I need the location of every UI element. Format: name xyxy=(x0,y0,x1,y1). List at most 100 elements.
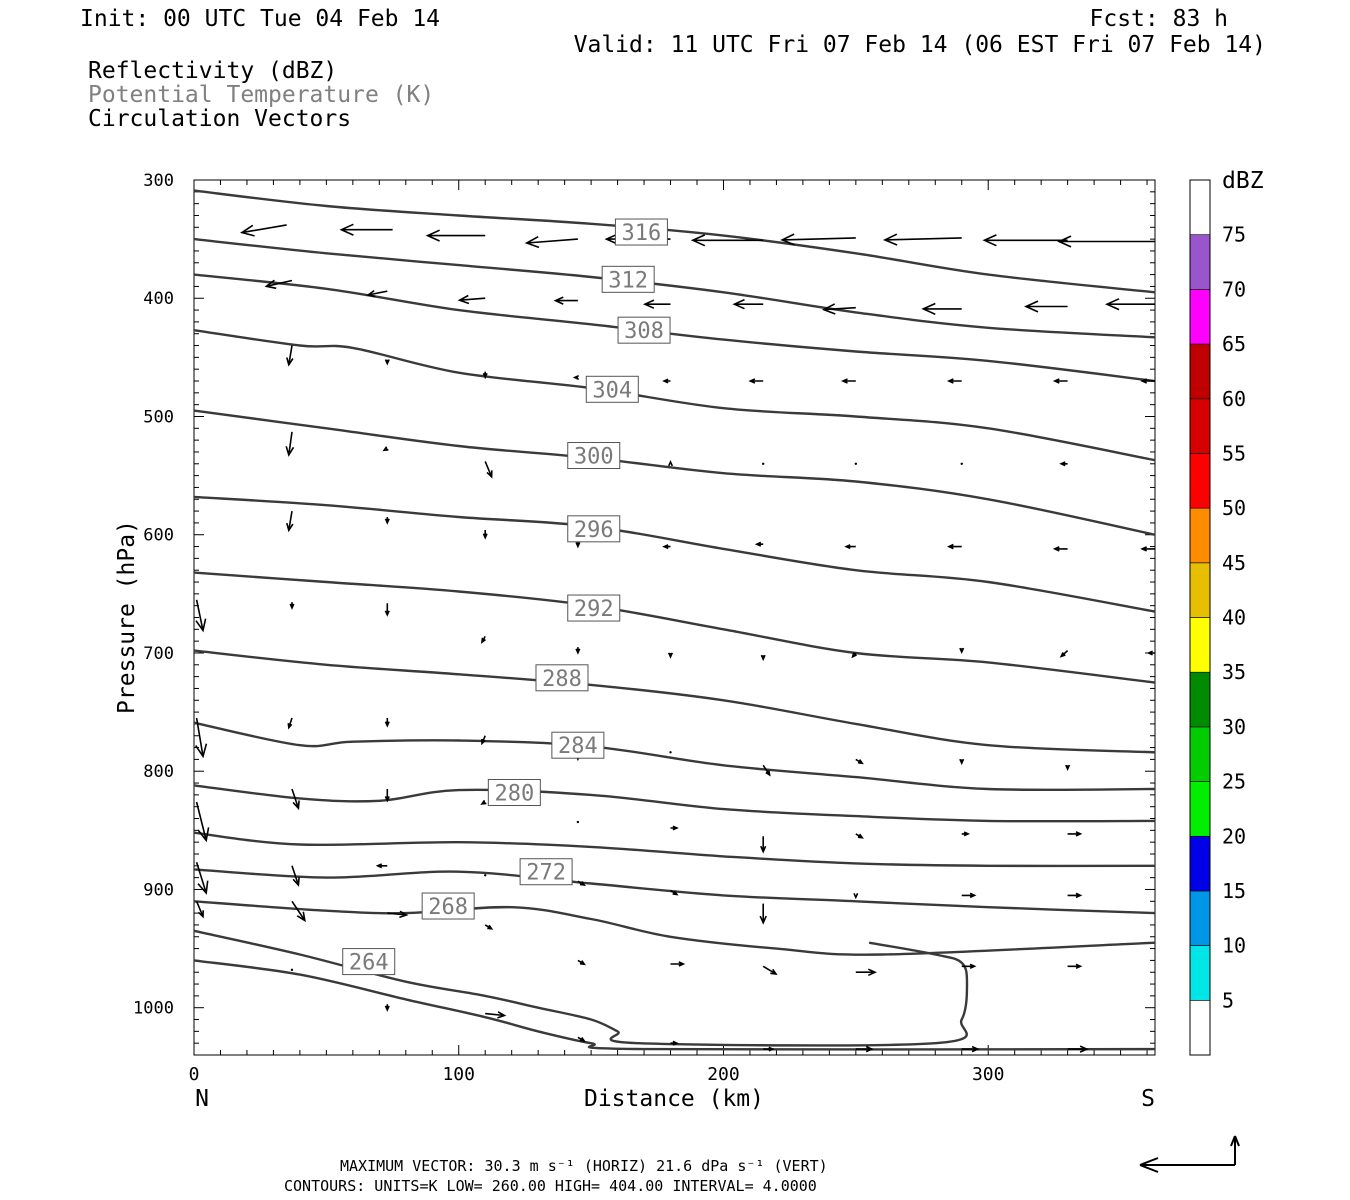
valid-time: Valid: 11 UTC Fri 07 Feb 14 (06 EST Fri … xyxy=(574,32,1266,58)
circulation-vector xyxy=(1052,546,1068,552)
colorbar-frame xyxy=(1189,179,1211,1056)
circulation-vector xyxy=(375,863,388,869)
colorbar-label: 60 xyxy=(1222,387,1246,411)
colorbar-segment xyxy=(1189,671,1211,728)
circulation-vector xyxy=(853,892,859,900)
colorbar-label: 30 xyxy=(1222,715,1246,739)
theta-contour-276 xyxy=(193,831,1156,868)
colorbar-label: 35 xyxy=(1222,660,1246,684)
circulation-vector xyxy=(1052,378,1068,384)
circulation-vector xyxy=(921,302,962,316)
circulation-vector xyxy=(760,836,767,854)
colorbar-label: 45 xyxy=(1222,551,1246,575)
contour-label-312: 312 xyxy=(608,268,648,293)
circulation-vector xyxy=(339,223,393,236)
colorbar-segment xyxy=(1189,398,1211,454)
circulation-vector xyxy=(821,303,856,315)
axis-ticks: 0 100 200 300 300 400 500 600 700 800 900 1000 xyxy=(133,171,1155,1085)
colorbar-label: 65 xyxy=(1222,332,1246,356)
circulation-vector xyxy=(577,1036,586,1043)
theta-contour-296 xyxy=(193,495,1156,613)
contour-label-284: 284 xyxy=(558,734,598,759)
circulation-vector xyxy=(480,799,487,805)
theta-contour-284 xyxy=(193,721,1156,792)
reference-vector-icon xyxy=(1139,1135,1240,1173)
y-axis-title: Pressure (hPa) xyxy=(114,520,140,714)
circulation-vector xyxy=(1067,831,1083,837)
y-tick-label: 900 xyxy=(143,880,174,900)
theta-contour-288 xyxy=(193,649,1156,754)
circulation-vector xyxy=(195,801,210,843)
field-potential-temperature: Potential Temperature (K) xyxy=(88,82,434,108)
x-tick-label: 0 xyxy=(189,1064,200,1085)
circulation-vector xyxy=(690,234,764,247)
circulation-vector xyxy=(577,959,586,966)
field-circulation-vectors: Circulation Vectors xyxy=(88,106,351,132)
theta-contour-292 xyxy=(193,571,1156,684)
y-tick-label: 800 xyxy=(143,762,174,782)
circulation-vector xyxy=(481,636,486,644)
circulation-vector xyxy=(961,892,977,899)
circulation-vector xyxy=(286,345,294,367)
circulation-vector xyxy=(286,510,294,533)
circulation-vector xyxy=(553,296,578,305)
y-tick-label: 600 xyxy=(143,526,174,546)
theta-contour-304 xyxy=(193,329,1156,462)
contour-label-308: 308 xyxy=(624,319,664,344)
circulation-vector xyxy=(1067,1045,1089,1053)
circulation-vector xyxy=(642,299,671,309)
circulation-vector xyxy=(1067,963,1083,970)
contour-label-box xyxy=(601,265,655,293)
circulation-vector xyxy=(577,880,586,886)
contour-label-box xyxy=(614,218,668,246)
colorbar-segment xyxy=(1189,289,1211,345)
contour-label-box xyxy=(551,731,605,759)
contour-label-304: 304 xyxy=(592,378,632,403)
contour-info-text: CONTOURS: UNITS=K LOW= 260.00 HIGH= 404.… xyxy=(284,1177,817,1195)
circulation-vector xyxy=(384,359,390,366)
contour-labels: 316 312 308 304 300 296 292 288 284 280 272 268 264 xyxy=(342,218,671,976)
circulation-vector xyxy=(387,910,409,919)
circulation-vector xyxy=(384,789,390,803)
circulation-vector xyxy=(882,233,962,246)
theta-contour-280 xyxy=(193,784,1156,823)
colorbar-label: 20 xyxy=(1222,824,1246,848)
circulation-vector xyxy=(484,924,494,930)
circulation-vector xyxy=(670,889,679,896)
circulation-vector xyxy=(524,235,578,249)
contour-label-box xyxy=(567,594,621,622)
circulation-vector xyxy=(1024,300,1068,313)
colorbar-segment xyxy=(1189,562,1211,618)
dbz-colorbar: 5 10 15 20 25 30 35 40 45 50 55 60 65 70 75 xyxy=(1189,179,1246,1056)
colorbar-segment xyxy=(1189,945,1211,1001)
circulation-vector xyxy=(854,462,858,465)
plot-frame xyxy=(193,179,1156,1056)
colorbar-label: 75 xyxy=(1222,223,1246,247)
circulation-vector xyxy=(1140,546,1155,552)
contour-label-292: 292 xyxy=(574,597,614,622)
circulation-vector xyxy=(289,602,295,610)
circulation-vector xyxy=(290,968,294,972)
colorbar-segment xyxy=(1189,726,1211,782)
field-reflectivity: Reflectivity (dBZ) xyxy=(88,58,337,84)
colorbar-label: 10 xyxy=(1222,934,1246,958)
circulation-vector xyxy=(959,647,965,655)
theta-contour-316 xyxy=(193,189,1156,294)
circulation-vector xyxy=(960,462,963,465)
contour-label-box xyxy=(585,375,639,403)
colorbar-segment xyxy=(1189,1000,1211,1056)
circulation-vector xyxy=(762,764,771,777)
contour-label-box xyxy=(342,948,396,976)
circulation-vector xyxy=(855,968,877,977)
colorbar-title: dBZ xyxy=(1222,168,1264,194)
colorbar-label: 70 xyxy=(1222,277,1246,301)
circulation-vector xyxy=(1146,650,1155,656)
circulation-vector xyxy=(662,378,671,384)
x-tick-label: 100 xyxy=(442,1064,475,1085)
circulation-vector xyxy=(670,1040,679,1046)
circulation-vector xyxy=(195,717,208,759)
contour-label-box xyxy=(567,442,621,470)
circulation-vector xyxy=(384,718,390,728)
colorbar-label: 50 xyxy=(1222,496,1246,520)
